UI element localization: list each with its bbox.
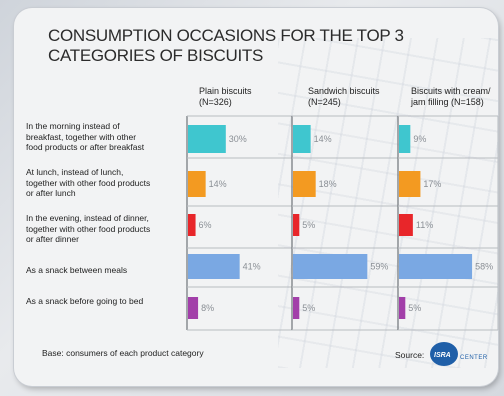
bar-value-label: 41%	[243, 262, 261, 272]
bar-value-label: 5%	[302, 220, 315, 230]
bar	[188, 254, 240, 279]
row-label-snack-bed-line1: As a snack before going to bed	[26, 296, 144, 306]
bar-value-label: 6%	[199, 220, 212, 230]
bar-value-label: 9%	[413, 134, 426, 144]
row-label-morning: In the morning instead of breakfast, tog…	[26, 121, 186, 153]
bar	[399, 254, 473, 279]
bar	[399, 171, 421, 197]
bar	[399, 297, 406, 319]
bar-value-label: 14%	[314, 134, 332, 144]
svg-text:ISRA: ISRA	[434, 352, 451, 359]
bar-value-label: 14%	[209, 179, 227, 189]
row-label-evening: In the evening, instead of dinner, toget…	[26, 213, 186, 245]
bar-value-label: 5%	[408, 303, 421, 313]
row-label-lunch: At lunch, instead of lunch, together wit…	[26, 167, 186, 199]
isra-center-logo: ISRA CENTER	[430, 342, 488, 366]
bar-value-label: 5%	[302, 303, 315, 313]
decorative-background-pattern	[278, 38, 498, 368]
row-label-snack-meals: As a snack between meals	[26, 265, 186, 276]
bar	[293, 171, 316, 197]
column-header-cream-jam-line1: Biscuits with cream/	[411, 86, 491, 96]
bar	[293, 125, 311, 153]
column-header-plain: Plain biscuits (N=326)	[199, 86, 252, 108]
row-label-morning-line1: In the morning instead of	[26, 121, 120, 131]
bar-value-label: 8%	[201, 303, 214, 313]
row-label-evening-line2: together with other food products	[26, 223, 151, 234]
bar-value-label: 58%	[475, 262, 493, 272]
row-label-morning-line3: food products or after breakfast	[26, 142, 145, 152]
source-label: Source:	[395, 350, 425, 360]
bar-value-label: 17%	[423, 179, 441, 189]
column-header-cream-jam-line2: jam filling (N=158)	[411, 97, 484, 107]
bar	[188, 171, 206, 197]
bar-value-label: 59%	[370, 262, 388, 272]
column-header-sandwich: Sandwich biscuits (N=245)	[308, 86, 380, 108]
bar	[293, 214, 300, 236]
column-header-plain-line2: (N=326)	[199, 97, 232, 107]
bar	[188, 214, 196, 236]
bar-value-label: 18%	[319, 179, 337, 189]
row-label-morning-line2: breakfast, together with other	[26, 131, 137, 142]
footnote: Base: consumers of each product category	[42, 348, 204, 358]
bar	[293, 297, 300, 319]
column-header-sandwich-line1: Sandwich biscuits	[308, 86, 380, 96]
bar	[399, 214, 413, 236]
row-label-evening-line3: or after dinner	[26, 234, 79, 244]
row-label-lunch-line2: together with other food products	[26, 177, 151, 188]
chart-title: CONSUMPTION OCCASIONS FOR THE TOP 3 CATE…	[48, 26, 404, 65]
bar	[188, 297, 199, 319]
bar	[399, 125, 411, 153]
row-label-snack-bed: As a snack before going to bed	[26, 296, 186, 307]
row-label-evening-line1: In the evening, instead of dinner,	[26, 213, 149, 223]
row-label-snack-meals-line1: As a snack between meals	[26, 265, 128, 275]
column-header-cream-jam: Biscuits with cream/ jam filling (N=158)	[411, 86, 491, 108]
svg-text:CENTER: CENTER	[460, 355, 488, 361]
column-header-plain-line1: Plain biscuits	[199, 86, 252, 96]
bar	[188, 125, 226, 153]
row-label-lunch-line3: or after lunch	[26, 188, 76, 198]
bar-value-label: 11%	[416, 220, 433, 230]
column-header-sandwich-line2: (N=245)	[308, 97, 341, 107]
bar-value-label: 30%	[229, 134, 247, 144]
row-label-lunch-line1: At lunch, instead of lunch,	[26, 167, 124, 177]
bar	[293, 254, 368, 279]
